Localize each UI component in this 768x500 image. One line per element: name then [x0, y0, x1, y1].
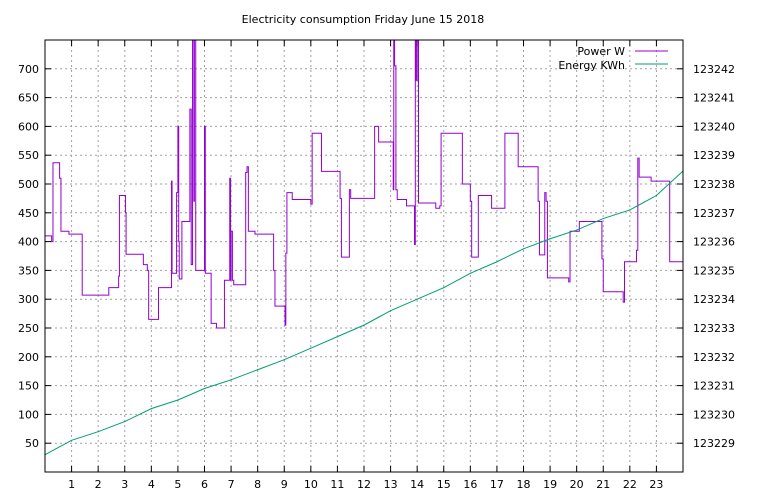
y-tick-label: 550: [18, 149, 39, 162]
series-group: [44, 39, 684, 456]
energy-series-line: [44, 170, 684, 456]
x-tick-label: 18: [517, 478, 531, 491]
x-tick-label: 11: [330, 478, 344, 491]
x-tick-label: 4: [148, 478, 155, 491]
y2-tick-label: 123233: [693, 322, 735, 335]
y-tick-label: 150: [18, 380, 39, 393]
x-tick-label: 23: [649, 478, 663, 491]
y2-tick-label: 123242: [693, 63, 735, 76]
energy-point: [629, 209, 631, 211]
energy-point: [230, 379, 232, 381]
y-tick-label: 450: [18, 207, 39, 220]
x-tick-label: 16: [463, 478, 477, 491]
energy-point: [416, 298, 418, 300]
x-tick-label: 14: [410, 478, 424, 491]
y-tick-label: 500: [18, 178, 39, 191]
y2-tick-label: 123235: [693, 264, 735, 277]
x-tick-label: 9: [281, 478, 288, 491]
energy-point: [310, 347, 312, 349]
y2-tick-label: 123238: [693, 178, 735, 191]
x-tick-label: 10: [304, 478, 318, 491]
energy-point: [522, 248, 525, 250]
energy-point: [177, 399, 179, 401]
energy-point: [443, 287, 445, 289]
y2-tick-label: 123239: [693, 149, 735, 162]
y2-tick-label: 123230: [693, 408, 735, 421]
power-series-line: [45, 39, 683, 329]
y-tick-label: 50: [25, 437, 39, 450]
energy-point: [363, 324, 365, 326]
y2-tick-label: 123241: [693, 92, 735, 105]
y2-tick-label: 123231: [693, 380, 735, 393]
y-tick-label: 400: [18, 236, 39, 249]
energy-point: [549, 238, 551, 240]
x-tick-label: 7: [228, 478, 235, 491]
x-tick-label: 8: [254, 478, 261, 491]
y2-tick-label: 123232: [693, 351, 735, 364]
y2-tick-label: 123236: [693, 236, 735, 249]
y-tick-label: 600: [18, 120, 39, 133]
x-tick-label: 21: [596, 478, 610, 491]
legend-label-energy: Energy KWh: [558, 59, 625, 72]
energy-point: [496, 261, 498, 263]
x-axis: 1 2 3 4 5 6 7 8 9 10 11 12 13 14 15 16 17 18 19 20 21 22 23: [68, 40, 663, 491]
energy-point: [124, 421, 126, 423]
x-tick-label: 19: [543, 478, 557, 491]
energy-point: [576, 229, 578, 231]
x-tick-label: 15: [437, 478, 451, 491]
energy-point: [257, 369, 259, 371]
y-tick-label: 650: [18, 92, 39, 105]
x-tick-label: 6: [201, 478, 208, 491]
energy-point: [336, 336, 339, 338]
energy-point: [150, 408, 152, 410]
energy-point: [97, 431, 99, 433]
energy-point: [70, 439, 73, 441]
x-tick-label: 22: [623, 478, 637, 491]
y-axis-left: 50 100 150 200 250 300 350 400 450 500 550 600 650 70…: [18, 63, 51, 450]
energy-point: [655, 194, 658, 197]
x-tick-label: 20: [570, 478, 584, 491]
energy-point: [469, 272, 471, 274]
energy-point: [203, 387, 206, 390]
y-axis-right: 123229 123230 123231 123232 123233 123234 1232…: [677, 63, 735, 450]
y-tick-label: 100: [18, 408, 39, 421]
chart-title: Electricity consumption Friday June 15 2…: [242, 13, 485, 26]
x-tick-label: 3: [121, 478, 128, 491]
x-tick-label: 2: [95, 478, 102, 491]
legend: Power W Energy KWh: [558, 45, 668, 72]
x-tick-label: 12: [357, 478, 371, 491]
y2-tick-label: 123237: [693, 207, 735, 220]
y-tick-label: 700: [18, 63, 39, 76]
x-tick-label: 13: [384, 478, 398, 491]
energy-point: [389, 310, 392, 312]
y2-tick-label: 123234: [693, 293, 735, 306]
x-tick-label: 17: [490, 478, 504, 491]
plot-frame: [44, 39, 684, 473]
energy-point: [602, 217, 604, 220]
legend-label-power: Power W: [577, 45, 625, 58]
y-tick-label: 300: [18, 293, 39, 306]
grid: [45, 40, 683, 472]
x-tick-label: 5: [174, 478, 181, 491]
y-tick-label: 250: [18, 322, 39, 335]
energy-point: [283, 359, 285, 361]
y-tick-label: 200: [18, 351, 39, 364]
y-tick-label: 350: [18, 264, 39, 277]
y2-tick-label: 123240: [693, 120, 735, 133]
x-tick-label: 1: [68, 478, 75, 491]
y2-tick-label: 123229: [693, 437, 735, 450]
